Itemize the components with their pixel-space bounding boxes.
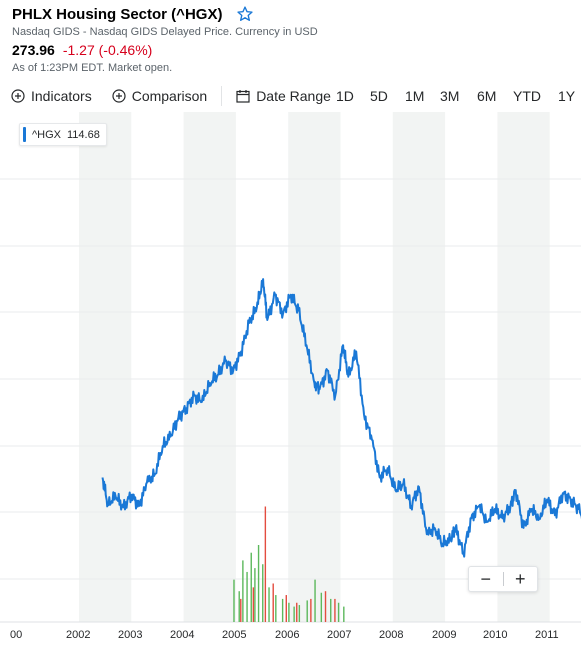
zoom-control: − + xyxy=(468,566,538,592)
plus-circle-icon xyxy=(112,89,126,103)
watchlist-star-icon[interactable] xyxy=(236,5,254,23)
volume-bar xyxy=(310,598,312,622)
calendar-icon xyxy=(236,89,250,103)
x-tick-label: 2002 xyxy=(66,629,91,641)
chart-area[interactable] xyxy=(0,112,581,660)
volume-bar xyxy=(238,591,240,622)
date-range-label: Date Range xyxy=(256,88,331,104)
zoom-divider xyxy=(502,572,504,586)
volume-bar xyxy=(233,579,235,622)
range-1y[interactable]: 1Y xyxy=(558,88,576,104)
volume-bar xyxy=(306,600,308,622)
range-3m[interactable]: 3M xyxy=(440,88,460,104)
year-band xyxy=(288,112,341,622)
volume-bar xyxy=(288,602,290,622)
volume-bar xyxy=(285,595,287,622)
volume-bar xyxy=(337,602,340,622)
x-tick-label: 2005 xyxy=(222,629,247,641)
x-tick-label: 2011 xyxy=(535,629,559,641)
volume-bar xyxy=(254,568,256,622)
x-tick-label: 2008 xyxy=(379,629,404,641)
volume-bar xyxy=(272,583,274,622)
chart-toolbar: Indicators Comparison Date Range 1D 5D 1… xyxy=(11,86,581,106)
series-legend[interactable]: ^HGX 114.68 xyxy=(19,123,107,146)
volume-bar xyxy=(257,545,260,622)
x-tick-label: 2010 xyxy=(483,629,508,641)
zoom-in-button[interactable]: + xyxy=(514,568,526,589)
volume-bar xyxy=(250,552,252,622)
indicators-label: Indicators xyxy=(31,88,92,104)
range-5d[interactable]: 5D xyxy=(370,88,388,104)
volume-bar xyxy=(314,579,316,622)
x-tick-label: 2009 xyxy=(432,629,457,641)
x-tick-label: 2004 xyxy=(170,629,195,641)
quote-header: PHLX Housing Sector (^HGX) Nasdaq GIDS -… xyxy=(12,3,572,75)
comparison-button[interactable]: Comparison xyxy=(112,88,207,104)
legend-value: 114.68 xyxy=(67,128,100,141)
volume-bar xyxy=(262,564,264,622)
volume-bar xyxy=(281,598,284,622)
volume-bar xyxy=(330,598,332,622)
plus-circle-icon xyxy=(11,89,25,103)
year-band xyxy=(497,112,550,622)
range-1d[interactable]: 1D xyxy=(336,88,354,104)
comparison-label: Comparison xyxy=(131,88,208,104)
current-price: 273.96 xyxy=(12,42,55,58)
volume-bar xyxy=(324,591,327,622)
volume-bar xyxy=(246,571,248,622)
volume-bar xyxy=(252,587,255,622)
year-band xyxy=(392,112,446,622)
volume-bar xyxy=(343,606,345,622)
legend-symbol: ^HGX xyxy=(32,128,61,141)
zoom-out-button[interactable]: − xyxy=(480,568,491,589)
volume-bar xyxy=(320,592,323,622)
x-tick-label: 2006 xyxy=(275,629,300,641)
toolbar-divider xyxy=(221,86,223,106)
range-6m[interactable]: 6M xyxy=(477,88,497,104)
series-line xyxy=(101,278,581,558)
volume-bar xyxy=(275,595,277,622)
volume-bar xyxy=(296,602,298,622)
volume-bar xyxy=(268,587,270,622)
as-of-timestamp: As of 1:23PM EDT. Market open. xyxy=(12,62,173,74)
volume-bar xyxy=(240,598,242,622)
x-tick-label: 2007 xyxy=(327,629,352,641)
volume-bar xyxy=(242,560,244,622)
year-band xyxy=(79,112,132,622)
page-title: PHLX Housing Sector (^HGX) xyxy=(12,5,223,23)
volume-bar xyxy=(298,605,301,622)
date-range-button[interactable]: Date Range xyxy=(236,88,331,104)
indicators-button[interactable]: Indicators xyxy=(11,88,92,104)
x-tick-label: 00 xyxy=(10,629,23,641)
exchange-note: Nasdaq GIDS - Nasdaq GIDS Delayed Price.… xyxy=(12,26,318,38)
range-ytd[interactable]: YTD xyxy=(513,88,541,104)
price-chart[interactable] xyxy=(0,112,581,660)
volume-bar xyxy=(264,506,267,622)
volume-bar xyxy=(293,606,295,622)
volume-bar xyxy=(334,598,336,622)
price-change: -1.27 (-0.46%) xyxy=(62,42,153,58)
series-color-swatch xyxy=(23,127,26,142)
range-1m[interactable]: 1M xyxy=(405,88,425,104)
x-tick-label: 2003 xyxy=(118,629,143,641)
